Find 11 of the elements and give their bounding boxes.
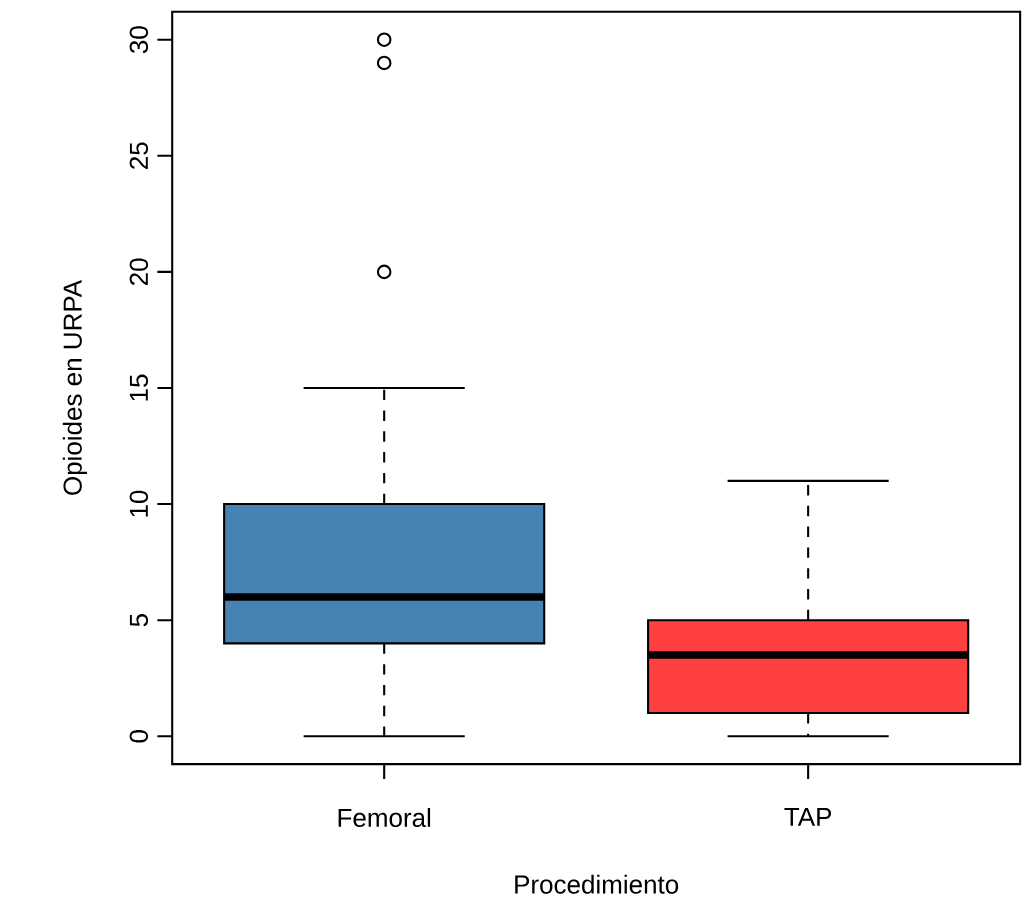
y-tick-label: 25 <box>129 142 149 169</box>
y-tick-label: 15 <box>129 374 149 401</box>
x-axis-title: Procedimiento <box>515 874 679 894</box>
x-tick-label: Femoral <box>338 808 431 828</box>
y-tick-label: 0 <box>129 730 149 743</box>
x-tick-label: TAP <box>784 808 832 826</box>
y-axis-title: Opioides en URPA <box>62 279 87 495</box>
y-tick-label: 20 <box>129 258 149 286</box>
y-tick-label: 10 <box>129 490 149 517</box>
y-tick-label: 30 <box>129 26 149 54</box>
y-tick-label: 5 <box>129 614 149 627</box>
